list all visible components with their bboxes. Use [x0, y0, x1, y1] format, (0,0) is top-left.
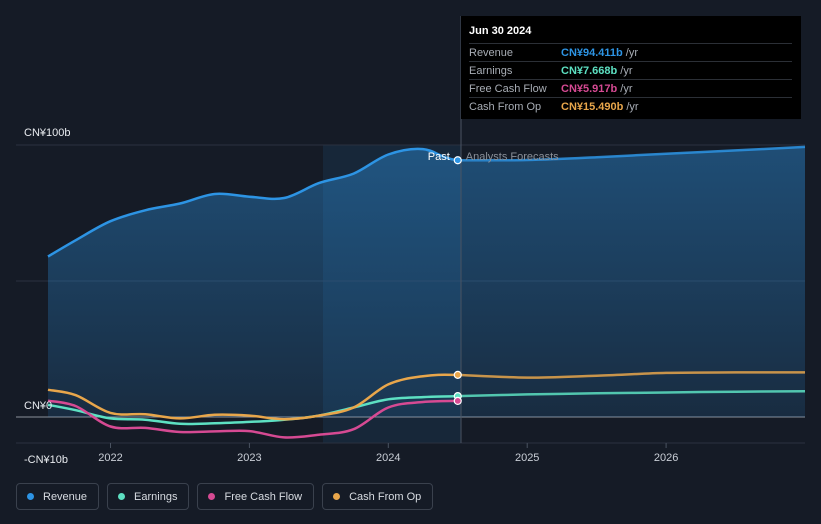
free_cash_flow-marker[interactable] [453, 396, 462, 405]
revenue-area [48, 146, 805, 417]
tooltip-label: Revenue [469, 46, 514, 59]
revenue-forecast-line [457, 145, 806, 162]
tooltip-value: CN¥7.668b [561, 64, 618, 77]
tooltip-row-earnings: Earnings CN¥7.668b /yr [469, 61, 792, 79]
y-axis-label: CN¥0 [24, 400, 52, 412]
data-tooltip: Jun 30 2024 Revenue CN¥94.411b /yr Earni… [461, 16, 801, 119]
x-tick-label: 2022 [98, 452, 122, 464]
series-markers [453, 156, 462, 405]
tooltip-row-revenue: Revenue CN¥94.411b /yr [469, 43, 792, 61]
forecast-label: Analysts Forecasts [466, 151, 559, 163]
legend-item-revenue[interactable]: Revenue [16, 483, 100, 510]
legend-label: Earnings [134, 490, 178, 503]
legend-label: Revenue [43, 490, 88, 503]
region-labels: Past Analysts Forecasts [428, 151, 559, 163]
cash_from_op-marker[interactable] [453, 370, 462, 379]
tooltip-row-cash-from-op: Cash From Op CN¥15.490b /yr [469, 97, 792, 115]
tooltip-label: Earnings [469, 64, 513, 77]
x-tick-label: 2026 [654, 452, 678, 464]
y-axis: CN¥100b CN¥0 -CN¥10b [24, 127, 70, 466]
legend-dot-icon [208, 493, 216, 500]
legend-item-free-cash-flow[interactable]: Free Cash Flow [197, 483, 315, 510]
x-tick-label: 2025 [515, 452, 539, 464]
tooltip-unit: /yr [620, 64, 633, 77]
legend-label: Free Cash Flow [224, 490, 303, 503]
x-tick-label: 2023 [237, 452, 261, 464]
tooltip-value: CN¥5.917b [561, 82, 618, 95]
cash_from_op-line [47, 373, 461, 421]
tooltip-unit: /yr [625, 46, 638, 59]
area-fills [48, 146, 805, 417]
legend-label: Cash From Op [349, 490, 422, 503]
chart-legend: Revenue Earnings Free Cash Flow Cash Fro… [16, 483, 434, 510]
cash_from_op-forecast-line [457, 371, 806, 379]
tooltip-unit: /yr [626, 100, 639, 113]
tooltip-value: CN¥94.411b [561, 46, 623, 59]
legend-dot-icon [118, 493, 126, 500]
legend-dot-icon [27, 493, 34, 500]
y-axis-label: CN¥100b [24, 127, 70, 139]
x-axis: 2022 2023 2024 2025 2026 [98, 443, 678, 464]
x-tick-label: 2024 [376, 452, 400, 464]
tooltip-label: Cash From Op [469, 100, 542, 113]
revenue-line [47, 147, 461, 258]
tooltip-row-free-cash-flow: Free Cash Flow CN¥5.917b /yr [469, 79, 792, 97]
legend-item-earnings[interactable]: Earnings [107, 483, 190, 510]
tooltip-value: CN¥15.490b [561, 100, 624, 113]
past-label: Past [428, 151, 450, 163]
legend-dot-icon [333, 493, 341, 500]
earnings-forecast-line [457, 389, 806, 398]
series-lines [47, 145, 806, 439]
tooltip-date: Jun 30 2024 [469, 25, 532, 37]
tooltip-unit: /yr [620, 82, 633, 95]
tooltip-label: Free Cash Flow [469, 82, 547, 95]
legend-item-cash-from-op[interactable]: Cash From Op [322, 483, 434, 510]
revenue-marker[interactable] [453, 156, 462, 165]
y-axis-label: -CN¥10b [24, 454, 68, 466]
free_cash_flow-line [47, 399, 458, 439]
